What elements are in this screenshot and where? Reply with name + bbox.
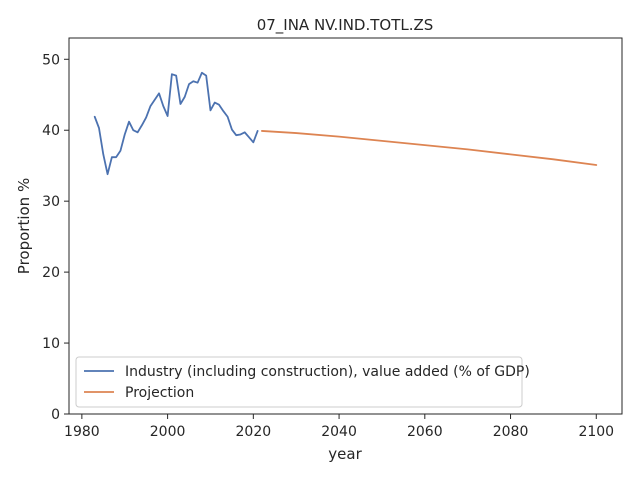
x-axis-title: year <box>328 445 362 463</box>
chart-title: 07_INA NV.IND.TOTL.ZS <box>257 16 434 35</box>
x-tick-label: 2040 <box>321 424 357 440</box>
series-group <box>93 71 598 176</box>
x-tick-label: 2060 <box>407 424 443 440</box>
y-tick-label: 0 <box>51 407 60 423</box>
x-tick-label: 2000 <box>150 424 186 440</box>
x-tick-label: 2020 <box>236 424 272 440</box>
legend: Industry (including construction), value… <box>75 356 530 408</box>
plot-area <box>68 37 623 415</box>
y-tick-label: 50 <box>42 52 60 68</box>
x-axis: 1980 2000 2020 2040 2060 2080 2100 <box>64 414 614 440</box>
legend-label-projection: Projection <box>125 385 194 401</box>
x-tick-label: 1980 <box>64 424 100 440</box>
y-tick-label: 10 <box>42 336 60 352</box>
y-tick-label: 20 <box>42 265 60 281</box>
series-line-industry <box>93 71 259 176</box>
y-axis-title: Proportion % <box>15 178 33 274</box>
y-axis: 0 10 20 30 40 50 <box>42 52 69 423</box>
y-tick-label: 40 <box>42 123 60 139</box>
y-tick-label: 30 <box>42 194 60 210</box>
x-tick-label: 2100 <box>578 424 614 440</box>
legend-label-industry: Industry (including construction), value… <box>125 364 530 380</box>
series-line-projection <box>261 130 598 166</box>
plot-frame <box>68 37 623 415</box>
x-tick-label: 2080 <box>493 424 529 440</box>
legend-box <box>75 356 523 408</box>
